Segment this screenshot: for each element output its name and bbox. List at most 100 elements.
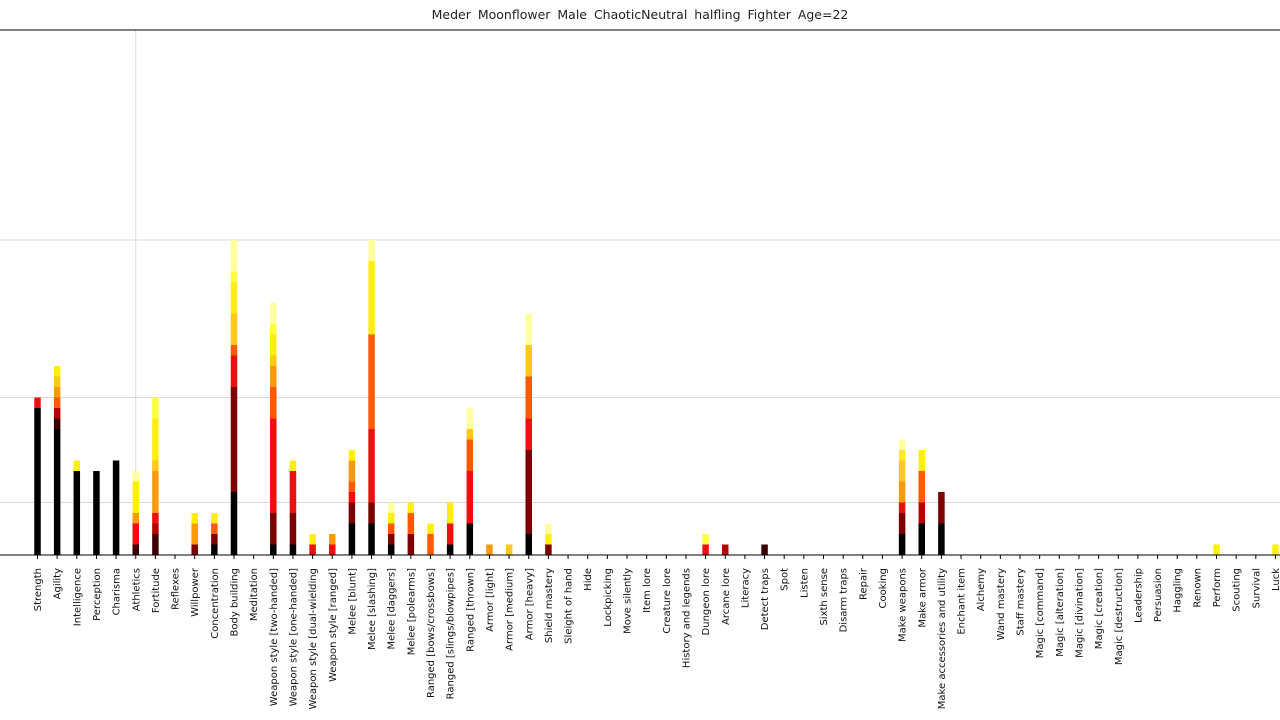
- bar-segment-9-1: [211, 534, 218, 545]
- bar-stack-16: [348, 450, 356, 555]
- x-tick-label: Make accessories and utility: [937, 568, 948, 709]
- bar-segment-10-5: [230, 282, 238, 314]
- bar-stack-1: [53, 366, 61, 555]
- bar-segment-1-3: [53, 397, 61, 408]
- bar-segment-0-1: [34, 397, 41, 408]
- bar-segment-5-4: [132, 471, 139, 482]
- bar-stack-63: [1272, 544, 1279, 555]
- bar-stack-60: [1213, 544, 1220, 555]
- bar-segment-19-2: [407, 502, 415, 513]
- bar-segment-14-0: [309, 544, 316, 555]
- bar-segment-8-1: [191, 523, 198, 545]
- bar-segment-17-0: [368, 523, 375, 555]
- bar-segment-17-4: [368, 261, 375, 335]
- bar-stack-15: [329, 534, 336, 555]
- x-tick-label: Reflexes: [171, 568, 182, 610]
- x-tick-label: Ranged [bows/crossbows]: [426, 568, 437, 698]
- x-tick-label: Concentration: [210, 568, 221, 639]
- x-tick-label: Detect traps: [760, 568, 771, 630]
- bar-segment-1-4: [53, 387, 61, 398]
- bar-stack-12: [270, 303, 277, 555]
- bar-stack-13: [289, 460, 297, 555]
- bar-stack-34: [702, 534, 709, 555]
- x-tick-label: Repair: [858, 567, 869, 600]
- bar-segment-9-0: [211, 544, 218, 555]
- bar-segment-22-0: [466, 523, 474, 555]
- bar-stack-21: [446, 502, 454, 555]
- bar-segment-17-2: [368, 429, 375, 503]
- x-tick-label: Item lore: [642, 568, 653, 613]
- bar-stack-25: [525, 313, 532, 555]
- bar-segment-44-3: [898, 481, 906, 503]
- x-tick-label: Hide: [583, 568, 594, 591]
- x-tick-label: Creature lore: [662, 568, 673, 634]
- bar-stack-17: [368, 240, 375, 555]
- bar-segment-63-0: [1272, 544, 1279, 555]
- bar-segment-46-1: [938, 492, 945, 524]
- x-tick-label: Magic [destruction]: [1114, 568, 1125, 665]
- bar-segment-8-0: [191, 544, 198, 555]
- bar-segment-44-1: [898, 513, 906, 534]
- bar-stack-4: [112, 460, 120, 555]
- bar-segment-16-0: [348, 523, 356, 555]
- bar-segment-20-0: [427, 534, 434, 555]
- bar-segment-5-2: [132, 513, 139, 524]
- bar-segment-44-4: [898, 460, 906, 482]
- bar-segment-19-1: [407, 513, 415, 534]
- x-tick-label: Literacy: [740, 568, 751, 608]
- bar-segment-10-1: [230, 387, 238, 492]
- bar-segment-4-0: [112, 460, 120, 555]
- bar-stack-23: [486, 544, 493, 555]
- bar-stack-3: [93, 471, 100, 555]
- bar-segment-10-2: [230, 355, 238, 387]
- bar-stack-46: [938, 492, 945, 555]
- bar-segment-44-2: [898, 502, 906, 513]
- x-tick-label: Meditation: [249, 568, 260, 621]
- bar-stack-8: [191, 513, 198, 555]
- x-tick-label: Melee [polearms]: [406, 568, 417, 655]
- bar-stack-35: [722, 544, 729, 555]
- x-tick-label: Shield mastery: [544, 568, 555, 643]
- tick-layer: Strength Agility Intelligence Perception Cha…: [33, 555, 1280, 710]
- bar-segment-22-1: [466, 471, 474, 524]
- bar-segment-12-2: [270, 418, 277, 513]
- x-tick-label: Armor [medium]: [505, 568, 516, 651]
- bar-stack-18: [387, 502, 395, 555]
- x-tick-label: Persuasion: [1153, 568, 1164, 622]
- bar-segment-6-0: [152, 534, 159, 555]
- bar-stack-45: [918, 450, 925, 555]
- bar-segment-13-1: [289, 513, 297, 545]
- x-tick-label: Alchemy: [976, 568, 987, 611]
- bar-segment-0-0: [34, 408, 41, 555]
- bar-segment-16-1: [348, 502, 356, 524]
- bar-segment-12-0: [270, 544, 277, 555]
- bar-segment-19-0: [407, 534, 415, 555]
- x-tick-label: Melee [blunt]: [347, 568, 358, 635]
- bar-segment-1-2: [53, 408, 61, 419]
- bar-stack-10: [230, 240, 238, 555]
- x-tick-label: Staff mastery: [1016, 568, 1027, 636]
- bar-segment-9-3: [211, 513, 218, 524]
- x-tick-label: Cooking: [878, 568, 889, 608]
- bar-segment-12-1: [270, 513, 277, 545]
- x-tick-label: Arcane lore: [721, 568, 732, 625]
- bar-segment-21-1: [446, 523, 454, 545]
- bar-segment-35-0: [722, 544, 729, 555]
- bar-segment-34-1: [702, 534, 709, 545]
- bar-segment-18-0: [387, 544, 395, 555]
- x-tick-label: Weapon style [ranged]: [328, 568, 339, 682]
- bar-segment-2-1: [73, 460, 81, 471]
- bar-segment-10-0: [230, 492, 238, 555]
- bar-segment-17-3: [368, 334, 375, 429]
- bar-stack-14: [309, 534, 316, 555]
- bar-segment-1-1: [53, 418, 61, 429]
- bar-segment-18-4: [387, 502, 395, 513]
- x-tick-label: Renown: [1192, 568, 1203, 608]
- bar-stack-37: [761, 544, 768, 555]
- x-tick-label: Melee [daggers]: [387, 568, 398, 650]
- bar-stack-24: [505, 544, 513, 555]
- bar-segment-20-1: [427, 523, 434, 534]
- bar-segment-5-3: [132, 481, 139, 513]
- bar-stack-20: [427, 523, 434, 555]
- x-tick-label: Listen: [799, 568, 810, 598]
